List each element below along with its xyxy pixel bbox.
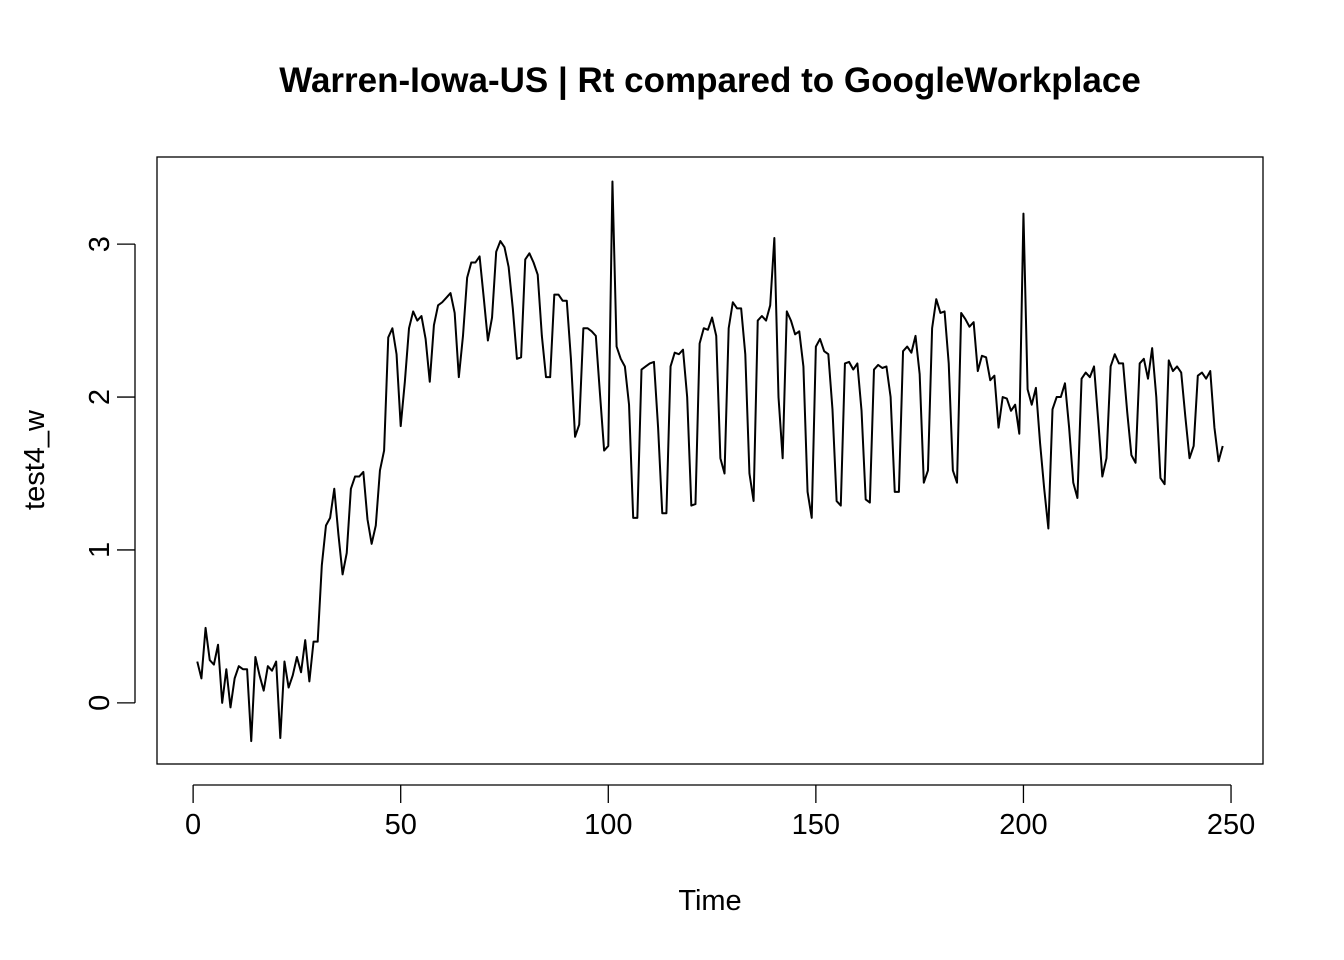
- x-tick-label: 100: [584, 809, 632, 841]
- y-tick-label: 2: [84, 389, 116, 405]
- y-tick-label: 1: [84, 542, 116, 558]
- x-tick-label: 0: [185, 809, 201, 841]
- y-axis-label: test4_w: [19, 409, 51, 510]
- x-axis: 0 50 100 150 200 250: [185, 784, 1255, 841]
- x-tick-label: 250: [1207, 809, 1255, 841]
- y-tick-label: 0: [84, 695, 116, 711]
- series-line-1: [196, 180, 1224, 743]
- chart-title: Warren-Iowa-US | Rt compared to GoogleWo…: [279, 61, 1141, 100]
- x-axis-label: Time: [678, 885, 741, 917]
- x-tick-label: 200: [999, 809, 1047, 841]
- data-layer: [196, 180, 1224, 743]
- y-tick-label: 3: [84, 236, 116, 252]
- y-axis: 0 1 2 3: [84, 236, 136, 711]
- x-tick-label: 50: [385, 809, 417, 841]
- plot-frame: [156, 156, 1264, 765]
- x-tick-label: 150: [792, 809, 840, 841]
